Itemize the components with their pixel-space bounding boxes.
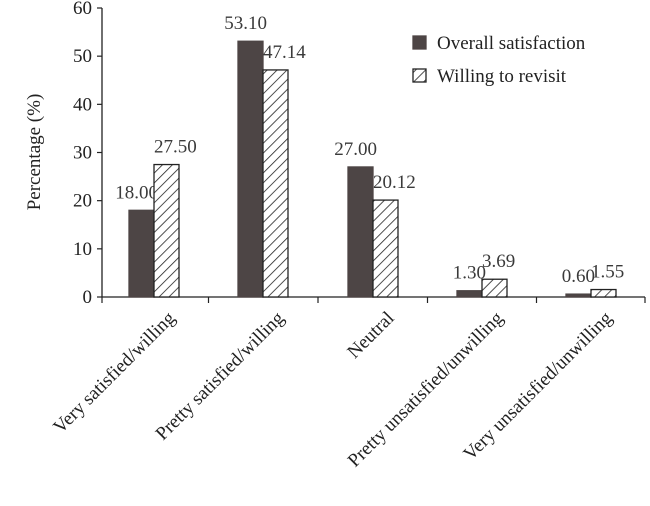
legend-label: Overall satisfaction [437, 33, 586, 54]
legend-label: Willing to revisit [437, 66, 567, 87]
data-label: 3.69 [482, 251, 515, 272]
y-tick-label: 0 [83, 287, 93, 308]
y-tick-label: 30 [73, 143, 92, 164]
data-label: 0.60 [562, 266, 595, 287]
data-label: 47.14 [263, 42, 306, 63]
bar-willing-to-revisit [590, 288, 617, 298]
y-tick-label: 60 [73, 0, 92, 19]
legend-swatch-willing-to-revisit [412, 68, 427, 83]
data-label: 1.30 [453, 263, 486, 284]
y-tick-label: 10 [73, 239, 92, 260]
bar-overall-satisfaction [456, 290, 483, 298]
x-category-label: Very satisfied/willing [49, 307, 180, 438]
bar-overall-satisfaction [565, 293, 592, 298]
data-label: 27.00 [334, 139, 377, 160]
y-tick-label: 50 [73, 46, 92, 67]
data-label: 27.50 [154, 137, 197, 158]
legend-swatch-overall-satisfaction [412, 35, 427, 50]
x-category-label: Neutral [343, 308, 398, 363]
bar-willing-to-revisit [481, 278, 508, 298]
bar-willing-to-revisit [372, 199, 399, 298]
bar-overall-satisfaction [128, 209, 155, 298]
y-tick-label: 40 [73, 94, 92, 115]
bar-willing-to-revisit [262, 69, 289, 298]
data-label: 53.10 [224, 13, 267, 34]
bar-overall-satisfaction [347, 166, 374, 298]
data-label: 20.12 [373, 172, 416, 193]
y-axis-label: Percentage (%) [24, 94, 45, 211]
bar-willing-to-revisit [153, 163, 180, 298]
plot-area: 0 10 20 30 40 50 60 18.00 53.10 27.00 1.30 0.60 27.5… [49, 0, 646, 471]
data-label: 18.00 [115, 182, 158, 203]
bar-overall-satisfaction [237, 40, 264, 298]
data-label: 1.55 [591, 262, 624, 283]
y-tick-label: 20 [73, 191, 92, 212]
